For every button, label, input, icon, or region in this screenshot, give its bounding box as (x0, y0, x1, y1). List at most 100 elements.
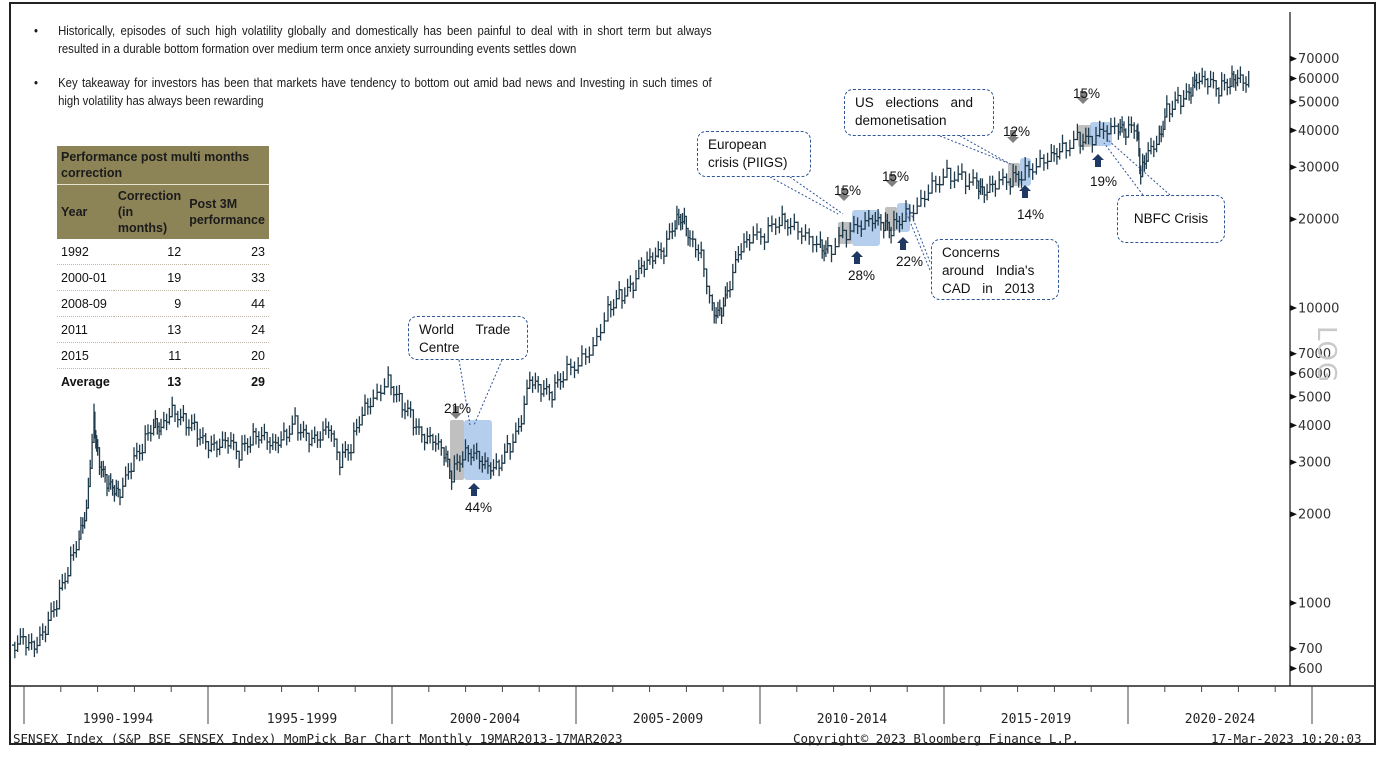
y-tick-mark (1290, 645, 1297, 652)
col-correction: Correction (in months) (113, 184, 186, 239)
cell-post3m: 44 (185, 290, 269, 317)
callout-us-elections: US elections and demonetisation (844, 89, 994, 136)
y-tick-mark (1290, 459, 1297, 466)
cell-correction: 13 (167, 374, 182, 389)
callout-leader-line (939, 135, 1009, 164)
cell-correction: 11 (113, 342, 186, 369)
y-tick-mark (1290, 350, 1297, 357)
cell-post3m: 20 (185, 342, 269, 369)
period-label-1990-1994: 1990-1994 (82, 712, 154, 727)
table-row-average: Average 13 29 (57, 369, 269, 395)
callout-cad-2013: Concerns around India's CAD in 2013 (931, 239, 1059, 300)
y-tick-label: 3000 (1298, 456, 1331, 471)
correction-down-arrow-icon (838, 188, 850, 201)
y-tick-label: 20000 (1298, 213, 1339, 228)
footer-timestamp: 17-Mar-2023 10:20:03 (1211, 731, 1362, 746)
correction-down-arrow-icon (1007, 130, 1019, 143)
cell-correction: 12 (113, 239, 186, 265)
table-row: 2015 11 20 (57, 342, 269, 369)
correction-down-arrow-icon (1077, 91, 1089, 104)
y-tick-label: 6000 (1298, 367, 1331, 382)
y-tick-mark (1290, 422, 1297, 429)
cell-year: 1992 (57, 239, 114, 265)
y-tick-label: 5000 (1298, 390, 1331, 405)
cell-post3m: 23 (185, 239, 269, 265)
col-year: Year (57, 184, 114, 239)
y-tick-label: 4000 (1298, 419, 1331, 434)
cell-post3m: 29 (251, 374, 265, 389)
bullet-1: Historically, episodes of such high vola… (34, 22, 712, 58)
recovery-up-arrow-icon (897, 237, 909, 250)
period-label-2015-2019: 2015-2019 (1000, 712, 1072, 727)
y-tick-label: 600 (1298, 662, 1323, 677)
period-label-2010-2014: 2010-2014 (816, 712, 888, 727)
cell-correction: 13 (113, 316, 186, 343)
y-tick-label: 50000 (1298, 95, 1339, 110)
y-tick-mark (1290, 216, 1297, 223)
table-title: Performance post multi months correction (57, 146, 269, 185)
period-label-2005-2009: 2005-2009 (632, 712, 704, 727)
recovery-percent-label: 28% (848, 268, 876, 283)
y-tick-mark (1290, 305, 1297, 311)
recovery-up-arrow-icon (1019, 185, 1031, 198)
correction-percent-label: 15% (882, 169, 910, 184)
y-tick-mark (1290, 370, 1297, 377)
cell-year: 2008-09 (57, 290, 114, 317)
callout-leader-line (789, 176, 844, 215)
cell-post3m: 24 (185, 316, 269, 343)
bullet-2: Key takeaway for investors has been that… (34, 74, 712, 110)
recovery-up-arrow-icon (468, 483, 480, 496)
callout-leader-line (769, 176, 839, 215)
recovery-percent-label: 22% (896, 254, 924, 269)
footer-copyright: Copyright© 2023 Bloomberg Finance L.P. (793, 731, 1079, 746)
y-tick-label: 2000 (1298, 508, 1331, 523)
period-label-2000-2004: 2000-2004 (449, 712, 521, 727)
performance-table: Performance post multi months correction… (57, 146, 269, 394)
y-tick-mark (1290, 75, 1297, 82)
recovery-up-arrow-icon (1092, 154, 1104, 167)
y-tick-label: 7000 (1298, 347, 1331, 362)
footer-chart-description: SENSEX Index (S&P BSE SENSEX Index) MomP… (13, 731, 623, 746)
correction-period-box (838, 222, 852, 244)
recovery-percent-label: 19% (1090, 174, 1118, 189)
correction-down-arrow-icon (886, 174, 898, 187)
cell-year: Average (61, 374, 110, 389)
correction-period-box (1008, 163, 1020, 186)
correction-down-arrow-icon (450, 406, 462, 419)
y-tick-mark (1290, 164, 1297, 171)
recovery-up-arrow-icon (851, 251, 863, 264)
y-tick-mark (1290, 98, 1297, 105)
callout-leader-line (458, 359, 471, 426)
callout-leader-line (905, 211, 931, 271)
cell-correction: 9 (113, 290, 186, 317)
y-tick-mark (1290, 127, 1297, 134)
col-post3m: Post 3M performance (185, 184, 269, 239)
callout-nbfc-crisis: NBFC Crisis (1117, 195, 1225, 243)
callout-world-trade-centre: World Trade Centre (408, 316, 528, 360)
y-tick-mark (1290, 393, 1297, 400)
cell-correction: 19 (113, 264, 186, 291)
y-tick-mark (1290, 55, 1297, 62)
sensex-price-series (12, 65, 1250, 659)
table-row: 2008-09 9 44 (57, 290, 269, 317)
chart-frame (9, 2, 1376, 745)
correction-period-box (1078, 125, 1091, 147)
y-tick-label: 10000 (1298, 302, 1339, 317)
cell-year: 2011 (57, 316, 114, 343)
correction-percent-label: 15% (834, 183, 862, 198)
y-tick-mark (1290, 511, 1297, 518)
recovery-percent-label: 14% (1017, 207, 1045, 222)
y-tick-label: 40000 (1298, 124, 1339, 139)
y-tick-label: 700 (1298, 642, 1323, 657)
recovery-percent-label: 44% (465, 500, 493, 515)
correction-percent-label: 12% (1003, 124, 1031, 139)
y-tick-mark (1290, 665, 1297, 672)
correction-percent-label: 15% (1073, 86, 1101, 101)
callout-leader-line (959, 135, 1013, 166)
y-tick-label: 70000 (1298, 52, 1339, 67)
y-tick-mark (1290, 600, 1297, 606)
cell-post3m: 33 (185, 264, 269, 291)
correction-percent-label: 21% (444, 401, 472, 416)
period-label-1995-1999: 1995-1999 (266, 712, 338, 727)
